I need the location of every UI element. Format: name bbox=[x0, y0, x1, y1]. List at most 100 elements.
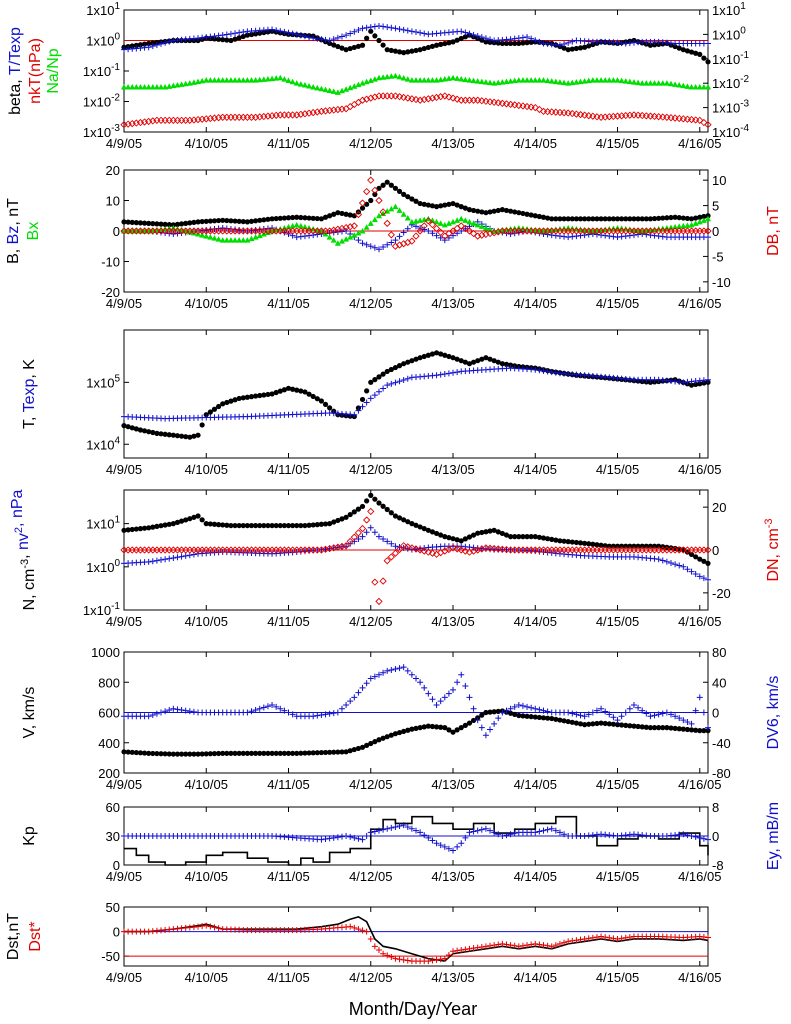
data-point bbox=[219, 77, 226, 83]
y2-axis-title: DV6, km/s bbox=[765, 676, 782, 750]
data-point bbox=[388, 73, 395, 79]
y-tick-label: 400 bbox=[98, 736, 120, 751]
data-point bbox=[573, 711, 580, 718]
data-point bbox=[705, 934, 711, 941]
data-point bbox=[289, 30, 296, 37]
data-point bbox=[478, 943, 485, 950]
data-point bbox=[347, 45, 353, 52]
data-point bbox=[380, 735, 386, 741]
data-point bbox=[593, 934, 600, 941]
data-point bbox=[154, 430, 160, 436]
data-point bbox=[121, 423, 127, 429]
data-point bbox=[532, 940, 539, 947]
data-point bbox=[310, 713, 317, 720]
data-point bbox=[227, 225, 234, 232]
data-point bbox=[598, 542, 604, 548]
data-point bbox=[141, 220, 148, 226]
data-point bbox=[158, 221, 164, 227]
data-point bbox=[223, 237, 230, 243]
data-point bbox=[524, 211, 530, 217]
data-point bbox=[441, 955, 448, 962]
data-point bbox=[405, 359, 411, 365]
data-point bbox=[367, 395, 374, 402]
data-point bbox=[335, 517, 341, 524]
data-point bbox=[696, 694, 703, 701]
data-point bbox=[445, 951, 452, 958]
data-point bbox=[384, 241, 391, 248]
data-point bbox=[561, 79, 568, 86]
data-point bbox=[351, 28, 358, 35]
data-point bbox=[364, 35, 370, 41]
data-point bbox=[220, 750, 226, 756]
x-tick-label: 4/9/05 bbox=[106, 869, 142, 884]
data-point bbox=[228, 522, 234, 529]
data-point bbox=[412, 232, 420, 240]
x-tick-label: 4/13/05 bbox=[431, 614, 474, 629]
data-point bbox=[392, 48, 399, 54]
data-point bbox=[331, 42, 337, 48]
data-point bbox=[429, 230, 436, 237]
data-point bbox=[701, 213, 707, 220]
data-point bbox=[506, 100, 515, 109]
data-point bbox=[490, 229, 498, 237]
data-point bbox=[672, 214, 678, 220]
data-point bbox=[264, 75, 271, 82]
y-axis-title: beta, T/Texp bbox=[7, 27, 24, 115]
data-point bbox=[450, 74, 457, 81]
data-point bbox=[306, 82, 313, 89]
data-point bbox=[372, 496, 378, 502]
data-point bbox=[627, 543, 633, 549]
data-point bbox=[647, 232, 654, 239]
data-point bbox=[400, 542, 408, 550]
data-point bbox=[688, 221, 695, 228]
data-point bbox=[413, 675, 419, 682]
data-point bbox=[445, 370, 452, 377]
data-point bbox=[462, 34, 468, 40]
data-point bbox=[590, 541, 596, 547]
data-point bbox=[240, 218, 246, 225]
data-point bbox=[396, 363, 403, 369]
data-point bbox=[150, 750, 156, 757]
data-point bbox=[458, 725, 464, 731]
data-point bbox=[536, 534, 542, 540]
data-point bbox=[507, 831, 514, 838]
data-point bbox=[503, 78, 510, 85]
data-point bbox=[334, 34, 341, 41]
data-point bbox=[257, 522, 263, 529]
data-point bbox=[676, 223, 683, 229]
data-point bbox=[548, 369, 555, 376]
data-point bbox=[273, 75, 280, 81]
data-point bbox=[614, 935, 621, 942]
data-point bbox=[655, 80, 662, 86]
data-point bbox=[696, 218, 703, 225]
data-point bbox=[371, 93, 379, 101]
data-point bbox=[409, 48, 415, 54]
data-point bbox=[569, 719, 575, 725]
data-point bbox=[565, 216, 571, 222]
data-point bbox=[355, 926, 362, 933]
data-point bbox=[310, 232, 317, 239]
data-point bbox=[178, 518, 185, 524]
data-point bbox=[528, 704, 535, 711]
data-point bbox=[384, 47, 390, 53]
data-point bbox=[618, 77, 625, 84]
data-point bbox=[290, 750, 296, 756]
panel-temp: 4/9/05 4/10/05 4/11/05 4/12/05 4/13/05 4/14/0… bbox=[21, 329, 721, 477]
x-tick-label: 4/13/05 bbox=[431, 970, 474, 985]
data-point bbox=[240, 33, 246, 40]
data-point bbox=[405, 727, 411, 733]
data-point bbox=[491, 942, 498, 949]
data-point bbox=[293, 31, 300, 38]
data-point bbox=[462, 946, 469, 953]
y2-tick-label: 1x100 bbox=[712, 25, 746, 42]
data-point bbox=[693, 727, 699, 733]
data-point bbox=[269, 391, 275, 397]
data-point bbox=[441, 92, 449, 100]
data-point bbox=[289, 711, 296, 718]
data-point bbox=[400, 822, 407, 829]
x-tick-label: 4/14/05 bbox=[514, 869, 557, 884]
data-point bbox=[211, 750, 218, 757]
data-point bbox=[371, 943, 378, 950]
data-point bbox=[581, 232, 588, 239]
data-point bbox=[330, 36, 337, 43]
